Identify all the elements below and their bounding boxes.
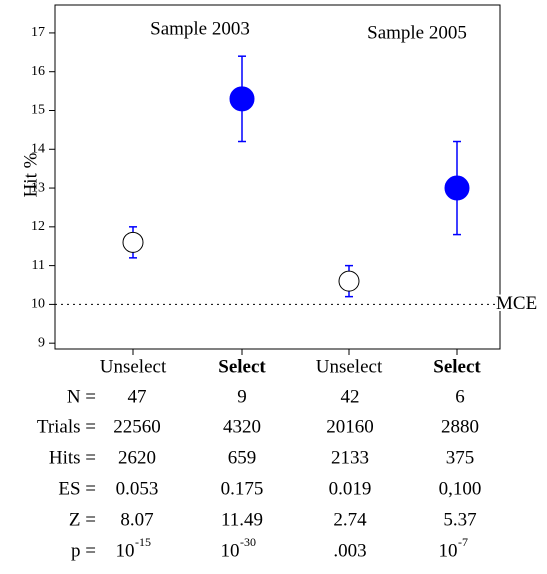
table-cell: 10 -30: [221, 535, 257, 562]
point: [444, 175, 470, 201]
table-cell: 10 -15: [116, 535, 152, 562]
power-exponent: -7: [458, 535, 468, 549]
table-cell: 22560: [113, 416, 161, 437]
table-cell: 8.07: [120, 509, 153, 530]
table-cell: 2133: [331, 447, 369, 468]
annotation: Sample 2005: [367, 22, 467, 43]
table-cell: 2880: [441, 416, 479, 437]
table-cell: 47: [128, 386, 147, 407]
table-cell: 2620: [118, 447, 156, 468]
table-cell: 0.175: [221, 478, 264, 499]
annotation: Sample 2003: [150, 18, 250, 39]
point: [122, 231, 144, 253]
table-cell: 375: [446, 447, 475, 468]
table-cell: 4320: [223, 416, 261, 437]
y-tick-label: 13: [31, 180, 45, 195]
table-cell: 42: [341, 386, 360, 407]
power-exponent: -30: [240, 535, 256, 549]
table-cell: 11.49: [221, 509, 263, 530]
y-tick-label: 9: [38, 335, 45, 350]
row-label: Hits =: [49, 447, 96, 468]
power-base: 10: [439, 540, 458, 561]
power-base: 10: [116, 540, 135, 561]
y-tick-label: 16: [31, 64, 45, 79]
table-cell: 0.053: [116, 478, 159, 499]
y-axis-label: Hit %: [20, 152, 41, 197]
power-exponent: -15: [135, 535, 151, 549]
point: [338, 270, 360, 292]
point: [229, 86, 255, 112]
y-tick-label: 12: [31, 219, 45, 234]
table-cell: 5.37: [443, 509, 476, 530]
x-tick-label: Unselect: [316, 356, 383, 377]
row-label: Trials =: [37, 416, 96, 437]
row-label: p =: [71, 540, 96, 561]
x-tick-label: Unselect: [100, 356, 167, 377]
table-cell: 6: [455, 386, 465, 407]
y-tick-label: 11: [32, 258, 45, 273]
table-cell: 9: [237, 386, 247, 407]
reference-label: MCE: [496, 293, 537, 314]
row-label: Z =: [69, 509, 96, 530]
y-tick-label: 17: [31, 25, 45, 40]
table-cell: 0,100: [439, 478, 482, 499]
power-base: 10: [221, 540, 240, 561]
row-label: N =: [67, 386, 96, 407]
x-tick-label: Select: [218, 356, 266, 377]
table-cell: 659: [228, 447, 257, 468]
y-tick-label: 15: [31, 103, 45, 118]
x-tick-label: Select: [433, 356, 481, 377]
y-tick-label: 10: [31, 297, 45, 312]
table-cell: .003: [333, 540, 366, 561]
y-tick-label: 14: [31, 141, 45, 156]
table-cell: 2.74: [333, 509, 367, 530]
plot-frame: [54, 4, 501, 350]
table-cell: 10 -7: [439, 535, 469, 562]
table-cell: 0.019: [329, 478, 372, 499]
table-cell: 20160: [326, 416, 374, 437]
row-label: ES =: [58, 478, 96, 499]
